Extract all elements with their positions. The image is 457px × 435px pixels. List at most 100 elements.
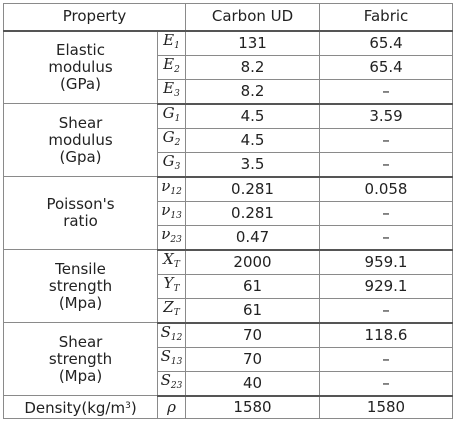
carbon-value: 70: [185, 322, 321, 348]
group-tensile-strength: Tensile strength (Mpa) XT 2000 959.1 YT …: [3, 249, 454, 324]
carbon-value: 8.2: [185, 54, 321, 80]
fabric-value: –: [319, 297, 454, 324]
property-label-line: ratio: [63, 212, 98, 230]
symbol-cell: E2: [156, 54, 187, 80]
property-label-line: Shear: [58, 113, 103, 132]
group-poissons-ratio: Poisson's ratio ν12 0.281 0.058 ν13 0.28…: [3, 176, 454, 251]
carbon-value: 0.47: [185, 224, 321, 251]
property-label-line: Poisson's: [46, 195, 115, 213]
symbol: G: [162, 103, 175, 122]
property-label: Shear strength (Mpa): [3, 322, 158, 396]
group-density: Density(kg/m3) ρ 1580 1580: [3, 395, 454, 419]
carbon-value: 2000: [185, 249, 321, 275]
table-row: Poisson's ratio ν12 0.281 0.058: [3, 176, 454, 250]
density-label-exponent: 3: [125, 400, 131, 411]
material-properties-table: Property Carbon UD Fabric Elastic modulu…: [2, 3, 454, 419]
symbol-subscript: 23: [170, 234, 182, 245]
group-shear-strength: Shear strength (Mpa) S12 70 118.6 S13 70…: [3, 322, 454, 397]
table-row: ν23 0.47 –: [4, 224, 454, 251]
symbol-cell: S23: [156, 370, 187, 397]
table-row: ZT 61 –: [4, 297, 454, 324]
group-shear-modulus: Shear modulus (Gpa) G1 4.5 3.59 G2 4.5 –…: [3, 103, 454, 178]
fabric-value: 959.1: [319, 249, 454, 275]
property-label-line: Shear: [58, 332, 103, 351]
symbol-cell: XT: [156, 249, 187, 275]
density-label-text: Density(kg/m: [24, 398, 126, 417]
property-label: Shear modulus (Gpa): [3, 103, 158, 177]
carbon-value: 131: [185, 30, 321, 56]
property-label: Tensile strength (Mpa): [3, 249, 158, 323]
fabric-value: 929.1: [319, 273, 454, 299]
symbol: ν: [161, 176, 171, 195]
carbon-value: 4.5: [185, 127, 321, 153]
symbol: Y: [163, 273, 174, 292]
symbol: Z: [163, 297, 174, 316]
symbol-cell: ZT: [156, 297, 187, 324]
symbol-cell: ν13: [156, 200, 187, 226]
fabric-value: –: [319, 78, 454, 105]
carbon-value: 0.281: [185, 200, 321, 226]
fabric-value: 118.6: [319, 322, 454, 348]
carbon-value: 0.281: [185, 176, 321, 202]
symbol-subscript: 23: [170, 380, 183, 391]
table-row: G3 3.5 –: [4, 151, 454, 178]
density-label-close: ): [130, 398, 137, 417]
symbol-cell: G2: [156, 127, 187, 153]
fabric-value: –: [319, 224, 454, 251]
table-row: Shear strength (Mpa) S 12 70 118.6: [3, 322, 454, 396]
symbol: S: [160, 370, 171, 389]
density-label: Density(kg/m3): [3, 395, 158, 419]
symbol: G: [162, 151, 175, 170]
symbol: E: [163, 54, 175, 73]
carbon-value: 61: [185, 297, 321, 324]
symbol: G: [162, 127, 175, 146]
header-fabric: Fabric: [319, 3, 454, 32]
property-label-line: (Mpa): [58, 293, 103, 312]
property-label-line: strength: [48, 276, 113, 295]
fabric-value: –: [319, 127, 454, 153]
carbon-value: 61: [185, 273, 321, 299]
symbol-cell: ν12: [156, 176, 187, 202]
carbon-value: 1580: [185, 395, 321, 419]
fabric-value: –: [319, 370, 454, 397]
symbol: E: [163, 78, 175, 97]
symbol-subscript: 2: [174, 64, 180, 75]
symbol-subscript: 12: [170, 332, 183, 343]
table-row: Elastic modulus (GPa) E1 131 65.4: [3, 30, 454, 104]
property-label-line: modulus: [48, 57, 113, 76]
fabric-value: 1580: [319, 395, 454, 419]
fabric-value: –: [319, 346, 454, 372]
symbol-subscript: 13: [170, 210, 182, 221]
header-carbon-ud: Carbon UD: [185, 3, 321, 32]
symbol-subscript: T: [173, 307, 180, 318]
symbol-subscript: 1: [174, 40, 180, 51]
table-row: YT 61 929.1: [4, 273, 454, 299]
property-label: Poisson's ratio: [3, 176, 158, 250]
symbol-subscript: 1: [174, 113, 181, 124]
property-label-line: (GPa): [60, 74, 101, 93]
symbol-cell: YT: [156, 273, 187, 299]
symbol-cell: ρ: [156, 395, 187, 419]
symbol-subscript: 3: [174, 88, 180, 99]
fabric-value: 65.4: [319, 30, 454, 56]
fabric-value: –: [319, 200, 454, 226]
table-row: Shear modulus (Gpa) G1 4.5 3.59: [3, 103, 454, 177]
symbol: E: [163, 30, 175, 49]
property-label-line: strength: [48, 349, 113, 368]
table-row: ν13 0.281 –: [4, 200, 454, 226]
symbol-cell: E1: [156, 30, 187, 56]
symbol-subscript: T: [173, 259, 180, 270]
table-header: Property Carbon UD Fabric: [2, 3, 454, 32]
symbol: S: [160, 346, 171, 365]
carbon-value: 8.2: [185, 78, 321, 105]
property-label: Elastic modulus (GPa): [3, 30, 158, 104]
symbol-subscript: T: [173, 283, 180, 294]
fabric-value: –: [319, 151, 454, 178]
symbol-cell: S13: [156, 346, 187, 372]
fabric-value: 0.058: [319, 176, 454, 202]
symbol-subscript: 13: [170, 356, 183, 367]
symbol-cell: G1: [156, 103, 187, 129]
property-label-line: modulus: [48, 130, 113, 149]
symbol: ν: [161, 224, 171, 243]
